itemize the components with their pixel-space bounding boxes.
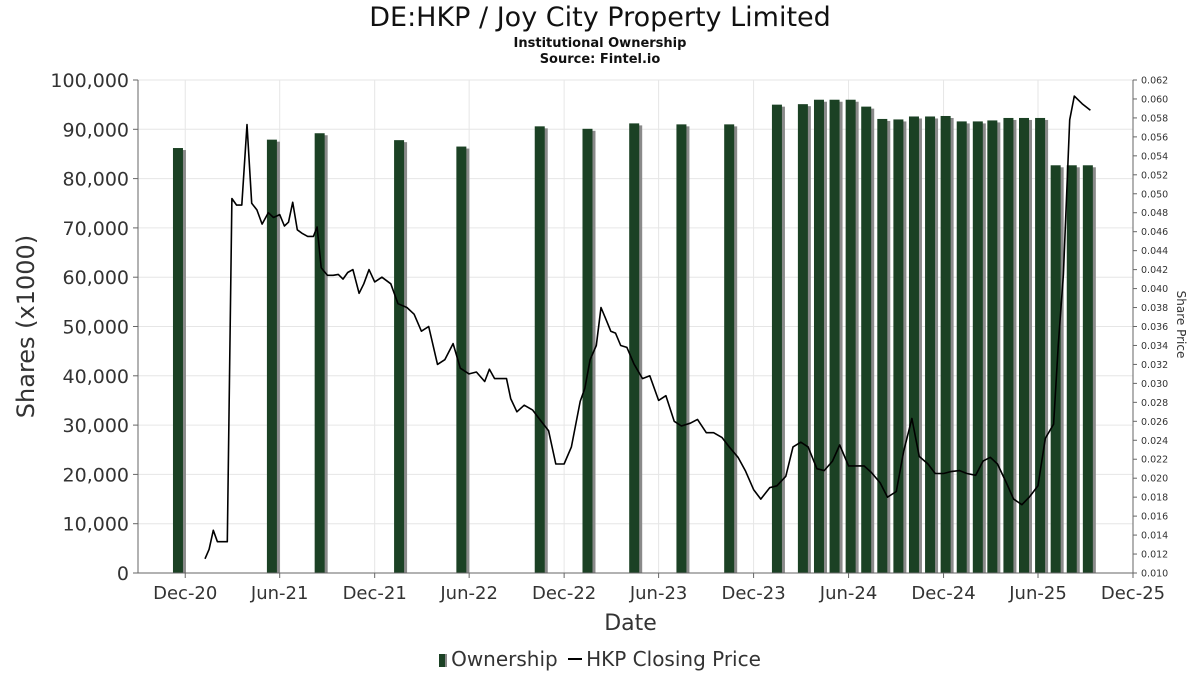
y2-tick-label: 0.014 (1141, 531, 1168, 542)
y2-axis-title: Share Price (1174, 291, 1188, 359)
x-tick-label: Dec-20 (153, 583, 217, 604)
y2-tick-label: 0.010 (1141, 569, 1168, 580)
y2-tick-label: 0.012 (1141, 550, 1168, 561)
x-axis-title: Date (604, 611, 657, 636)
ownership-bar (861, 106, 872, 573)
y2-tick-label: 0.040 (1141, 284, 1168, 295)
ownership-bar (1050, 165, 1061, 573)
ownership-bar (972, 121, 983, 574)
y2-tick-label: 0.054 (1141, 151, 1168, 162)
x-tick-label: Jun-22 (439, 583, 498, 604)
y2-tick-label: 0.044 (1141, 246, 1168, 257)
price-swatch-icon (568, 658, 583, 660)
y2-tick-label: 0.030 (1141, 379, 1168, 390)
legend-price-label: HKP Closing Price (586, 647, 761, 671)
y-tick-label: 90,000 (63, 119, 129, 141)
ownership-bar (771, 104, 782, 574)
y2-tick-label: 0.036 (1141, 322, 1168, 333)
ownership-bar (987, 120, 998, 574)
x-tick-label: Dec-22 (532, 583, 596, 604)
chart-subtitle: Institutional Ownership (513, 36, 687, 51)
x-tick-label: Dec-21 (343, 583, 407, 604)
chart-source: Source: Fintel.io (539, 52, 661, 67)
legend-ownership-label: Ownership (451, 647, 558, 671)
ownership-bar (629, 123, 640, 573)
ownership-bar (845, 99, 856, 573)
ownership-bar (908, 116, 919, 574)
x-tick-label: Jun-25 (1008, 583, 1067, 604)
y-tick-label: 60,000 (63, 267, 129, 289)
x-tick-label: Dec-23 (721, 583, 785, 604)
ownership-bar (676, 124, 687, 574)
y2-tick-label: 0.022 (1141, 455, 1168, 466)
y2-tick-label: 0.020 (1141, 474, 1168, 485)
y2-tick-label: 0.016 (1141, 512, 1168, 523)
y2-tick-label: 0.048 (1141, 208, 1168, 219)
ownership-bar (1003, 117, 1014, 573)
ownership-bar (266, 139, 277, 573)
legend-item-price[interactable]: HKP Closing Price (568, 647, 761, 671)
y2-tick-label: 0.028 (1141, 398, 1168, 409)
y-tick-label: 70,000 (63, 218, 129, 240)
y2-tick-label: 0.024 (1141, 436, 1168, 447)
y-axis-title: Shares (x1000) (12, 235, 40, 418)
ownership-bar (829, 99, 840, 573)
x-tick-label: Jun-21 (250, 583, 309, 604)
y-tick-label: 30,000 (63, 415, 129, 437)
chart-legend: Ownership HKP Closing Price (0, 647, 1200, 671)
y-tick-label: 100,000 (50, 70, 129, 92)
y2-tick-label: 0.042 (1141, 265, 1168, 276)
x-tick-label: Jun-23 (629, 583, 688, 604)
y2-tick-label: 0.062 (1141, 76, 1168, 87)
ownership-bar (940, 115, 951, 573)
y2-tick-label: 0.038 (1141, 303, 1168, 314)
ownership-bar (1019, 117, 1030, 573)
y2-tick-label: 0.018 (1141, 493, 1168, 504)
y-tick-label: 0 (117, 563, 129, 585)
ownership-bar (877, 118, 888, 574)
y2-tick-label: 0.060 (1141, 94, 1168, 105)
ownership-bar (1082, 165, 1093, 573)
chart-title: DE:HKP / Joy City Property Limited (369, 2, 831, 33)
y-tick-label: 40,000 (63, 366, 129, 388)
y-tick-label: 20,000 (63, 464, 129, 486)
ownership-bar (314, 133, 325, 573)
x-tick-label: Jun-24 (819, 583, 878, 604)
ownership-bar (582, 128, 593, 573)
y2-tick-label: 0.032 (1141, 360, 1168, 371)
ownership-chart: 0 10,000 20,000 30,000 40,000 50,000 60,000 70,… (12, 70, 1188, 636)
ownership-bar (534, 126, 545, 573)
y2-tick-label: 0.058 (1141, 113, 1168, 124)
y2-tick-label: 0.026 (1141, 417, 1168, 428)
ownership-bar (394, 140, 405, 573)
y2-tick-label: 0.034 (1141, 341, 1168, 352)
x-tick-label: Dec-24 (911, 583, 975, 604)
y2-tick-label: 0.052 (1141, 170, 1168, 181)
ownership-swatch-icon (439, 654, 448, 667)
y2-tick-label: 0.046 (1141, 227, 1168, 238)
ownership-bar (797, 104, 808, 574)
ownership-bar (1066, 165, 1077, 573)
ownership-bar (956, 121, 967, 574)
y2-tick-label: 0.056 (1141, 132, 1168, 143)
ownership-bar (1035, 117, 1046, 573)
y2-tick-label: 0.050 (1141, 189, 1168, 200)
x-tick-label: Dec-25 (1101, 583, 1165, 604)
ownership-bar (724, 124, 735, 574)
price-line (204, 95, 1091, 560)
ownership-bar (893, 119, 904, 573)
y-tick-label: 80,000 (63, 169, 129, 191)
y-tick-label: 10,000 (63, 514, 129, 536)
ownership-bar (925, 116, 936, 574)
y-tick-label: 50,000 (63, 317, 129, 339)
legend-item-ownership[interactable]: Ownership (439, 647, 558, 671)
ownership-bar (172, 148, 183, 573)
ownership-bar (813, 99, 824, 573)
ownership-bar (456, 146, 467, 573)
